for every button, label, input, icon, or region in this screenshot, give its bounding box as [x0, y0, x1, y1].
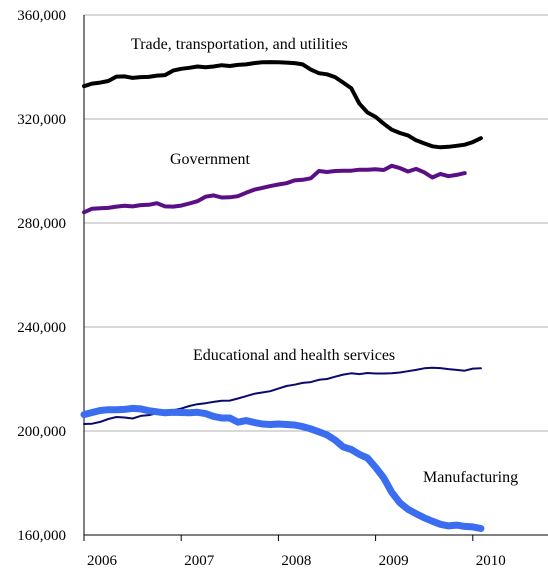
- y-tick-label: 280,000: [17, 216, 66, 232]
- annotations: Trade, transportation, and utilities Gov…: [131, 36, 518, 486]
- gridlines: [84, 14, 548, 432]
- series-lines: [80, 60, 485, 532]
- series-line-government: [82, 163, 467, 215]
- x-tick-label: 2006: [87, 553, 118, 569]
- x-tick-label: 2008: [281, 553, 311, 569]
- x-tick-label: 2010: [476, 553, 506, 569]
- annotation-trade: Trade, transportation, and utilities: [131, 36, 348, 53]
- annotation-manufacturing: Manufacturing: [423, 469, 518, 486]
- x-tick-label: 2009: [379, 553, 409, 569]
- annotation-education-health: Educational and health services: [193, 347, 395, 364]
- y-tick-label: 160,000: [17, 528, 66, 544]
- axes: 160,000 200,000 240,000 280,000 320,000 360,0…: [17, 8, 548, 569]
- y-tick-label: 240,000: [17, 320, 66, 336]
- y-tick-label: 360,000: [17, 8, 66, 24]
- annotation-government: Government: [170, 151, 251, 168]
- y-tick-label: 320,000: [17, 112, 66, 128]
- series-line-trade-transportation-and-utilities: [82, 60, 483, 150]
- series-line-educational-and-health-services: [83, 366, 482, 425]
- y-tick-label: 200,000: [17, 424, 66, 440]
- x-tick-label: 2007: [184, 553, 215, 569]
- series-line-manufacturing: [80, 404, 485, 532]
